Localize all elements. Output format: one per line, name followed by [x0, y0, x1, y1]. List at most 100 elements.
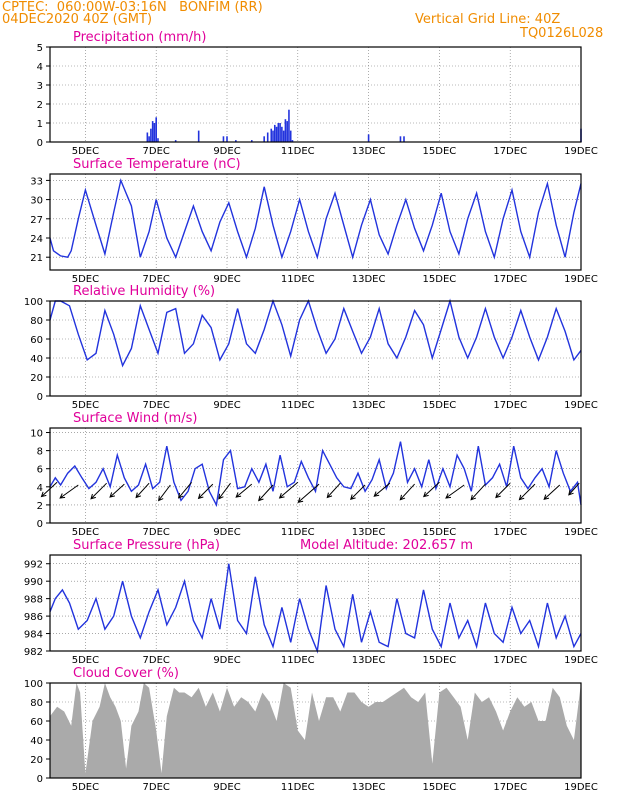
temperature-xtick: 5DEC: [72, 274, 99, 285]
wind-xtick: 11DEC: [281, 527, 315, 538]
pressure-xtick: 11DEC: [281, 655, 315, 666]
wind-xtick: 15DEC: [423, 527, 457, 538]
cloud-cover-area: [50, 683, 581, 778]
cloud-cover-xtick: 5DEC: [72, 782, 99, 793]
cloud-cover-xtick: 9DEC: [213, 782, 240, 793]
humidity-ytick: 40: [30, 354, 43, 365]
humidity-xtick: 9DEC: [213, 400, 240, 411]
precipitation-bar: [282, 130, 285, 142]
temperature-xtick: 9DEC: [213, 274, 240, 285]
pressure-xtick: 19DEC: [564, 655, 598, 666]
precipitation-bar: [266, 132, 269, 142]
temperature-ytick: 33: [30, 176, 43, 187]
precipitation-bar: [277, 123, 280, 142]
pressure-annotation: Model Altitude: 202.657 m: [300, 538, 473, 553]
precipitation-bar: [399, 136, 402, 142]
pressure-ytick: 990: [24, 577, 43, 588]
cloud-cover-xtick: 19DEC: [564, 782, 598, 793]
wind-wind-arrow: [218, 482, 231, 500]
wind-wind-arrow: [350, 484, 366, 501]
precipitation-xtick: 19DEC: [564, 146, 598, 157]
wind-wind-arrow: [373, 482, 391, 497]
precipitation-bar: [226, 136, 228, 142]
wind-wind-arrow: [135, 482, 150, 499]
pressure-xtick: 5DEC: [72, 655, 99, 666]
wind-frame: [49, 427, 582, 524]
wind-series-line: [49, 441, 582, 508]
wind-wind-arrow: [470, 483, 486, 501]
precipitation-bar: [150, 128, 152, 142]
precipitation-ytick: 0: [37, 138, 43, 149]
temperature-frame: [49, 173, 582, 271]
cloud-cover-xtick: 7DEC: [143, 782, 170, 793]
precipitation-bar: [273, 124, 276, 142]
precipitation-bar: [286, 121, 288, 142]
precipitation-bar: [367, 134, 370, 142]
humidity-ytick: 80: [30, 316, 43, 327]
humidity-series-line: [49, 298, 582, 368]
wind-wind-arrow: [59, 484, 79, 499]
temperature-ytick: 27: [30, 215, 43, 226]
wind-ytick: 10: [30, 429, 43, 440]
wind-wind-arrow: [177, 481, 192, 499]
pressure-ytick: 992: [24, 560, 43, 571]
wind-wind-arrow: [235, 483, 253, 498]
header-right-1: Vertical Grid Line: 40Z: [415, 12, 561, 27]
precipitation-bar: [146, 132, 149, 142]
wind-xtick: 17DEC: [493, 527, 527, 538]
wind-ytick: 8: [37, 447, 43, 458]
precipitation-bar: [250, 140, 253, 142]
precipitation-xtick: 13DEC: [352, 146, 386, 157]
precipitation-bar: [151, 121, 154, 142]
precipitation-xtick: 9DEC: [213, 146, 240, 157]
precipitation-xtick: 17DEC: [493, 146, 527, 157]
humidity-ytick: 20: [30, 373, 43, 384]
humidity-xtick: 5DEC: [72, 400, 99, 411]
precipitation-bar: [174, 140, 177, 142]
cloud-cover-ytick: 20: [30, 755, 43, 766]
pressure-xtick: 17DEC: [493, 655, 527, 666]
cloud-cover-ytick: 100: [24, 679, 43, 690]
precipitation-frame: [49, 46, 582, 143]
wind-wind-arrow: [543, 484, 561, 501]
humidity-xtick: 17DEC: [493, 400, 527, 411]
precipitation-xtick: 7DEC: [143, 146, 170, 157]
precipitation-bar: [275, 126, 278, 142]
pressure-ytick: 988: [24, 595, 43, 606]
humidity-ytick: 0: [37, 392, 43, 403]
wind-wind-arrow: [423, 481, 440, 498]
temperature-xtick: 19DEC: [564, 274, 598, 285]
humidity-title: Relative Humidity (%): [73, 284, 215, 299]
humidity-ytick: 100: [24, 297, 43, 308]
temperature-xtick: 13DEC: [352, 274, 386, 285]
precipitation-xtick: 5DEC: [72, 146, 99, 157]
humidity-xtick: 11DEC: [281, 400, 315, 411]
wind-wind-arrow: [90, 482, 107, 500]
wind-wind-arrow: [109, 483, 125, 498]
pressure-ytick: 982: [24, 647, 43, 658]
cloud-cover-xtick: 15DEC: [423, 782, 457, 793]
precipitation-bar: [284, 119, 287, 142]
wind-title: Surface Wind (m/s): [73, 411, 197, 426]
humidity-xtick: 7DEC: [143, 400, 170, 411]
wind-xtick: 9DEC: [213, 527, 240, 538]
temperature-ytick: 21: [30, 253, 43, 264]
pressure-xtick: 7DEC: [143, 655, 170, 666]
wind-wind-arrow: [445, 484, 465, 499]
header-line-2: 04DEC2020 40Z (GMT): [2, 12, 153, 27]
temperature-title: Surface Temperature (nC): [73, 157, 241, 172]
cloud-cover-xtick: 11DEC: [281, 782, 315, 793]
wind-wind-arrow: [518, 483, 536, 501]
temperature-xtick: 11DEC: [281, 274, 315, 285]
wind-xtick: 13DEC: [352, 527, 386, 538]
humidity-ytick: 60: [30, 335, 43, 346]
cloud-cover-frame: [49, 682, 582, 779]
precipitation-bar: [222, 136, 225, 142]
cloud-cover-xtick: 13DEC: [352, 782, 386, 793]
wind-xtick: 5DEC: [72, 527, 99, 538]
precipitation-bar: [157, 138, 159, 142]
temperature-ytick: 30: [30, 196, 43, 207]
precipitation-bar: [197, 130, 200, 142]
cloud-cover-ytick: 40: [30, 736, 43, 747]
